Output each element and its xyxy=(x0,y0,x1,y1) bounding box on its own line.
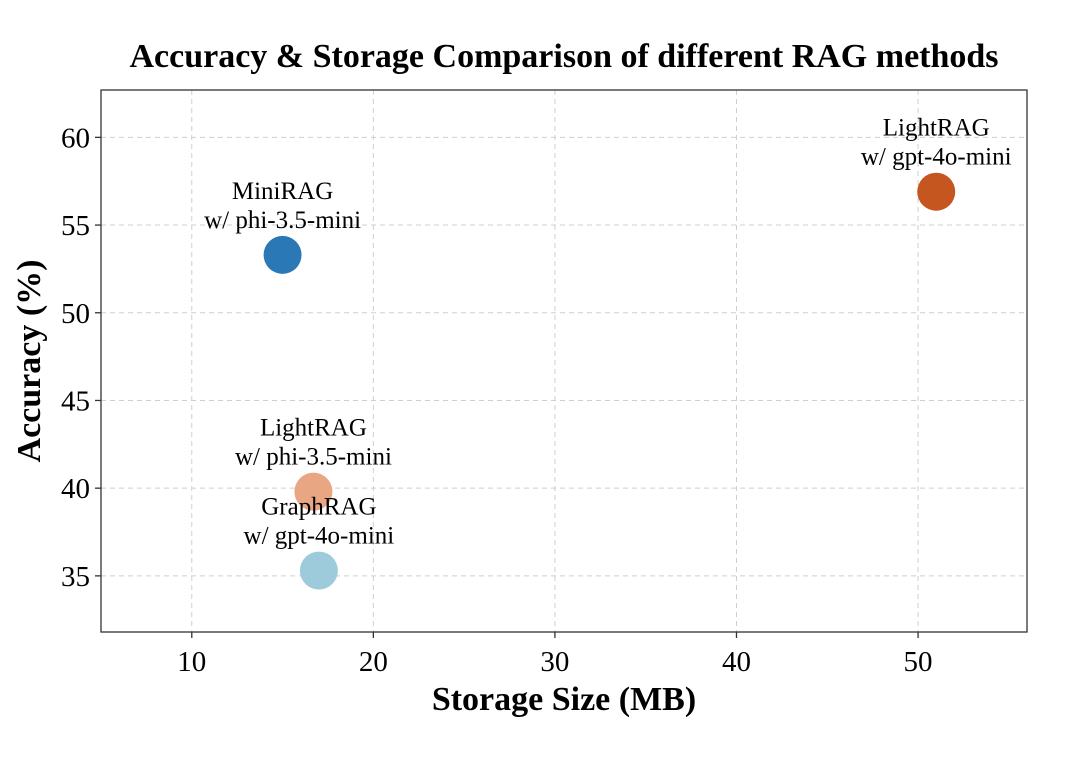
data-point xyxy=(294,472,333,511)
point-label-model: w/ gpt-4o-mini xyxy=(244,523,395,550)
grid-lines xyxy=(101,90,1027,632)
x-tick-label: 40 xyxy=(722,646,751,678)
y-tick-label: 45 xyxy=(61,385,90,417)
y-axis-label: Accuracy (%) xyxy=(11,260,48,463)
data-point xyxy=(299,551,338,590)
axis-ticks: 10 20 30 40 50 35 40 45 50 55 60 xyxy=(61,122,933,678)
y-tick-label: 40 xyxy=(61,473,90,505)
y-tick-label: 55 xyxy=(61,210,90,242)
y-tick-label: 60 xyxy=(61,122,90,154)
x-tick-label: 30 xyxy=(540,646,569,678)
point-label-method: LightRAG xyxy=(260,415,367,442)
x-tick-label: 50 xyxy=(904,646,933,678)
point-label-model: w/ gpt-4o-mini xyxy=(861,144,1012,171)
data-point xyxy=(917,172,956,211)
y-tick-label: 50 xyxy=(61,298,90,330)
plot-frame xyxy=(100,89,1028,633)
x-tick-label: 20 xyxy=(359,646,388,678)
point-label-method: LightRAG xyxy=(883,115,990,142)
point-label-model: w/ phi-3.5-mini xyxy=(235,444,392,471)
data-point xyxy=(263,235,302,274)
chart-title: Accuracy & Storage Comparison of differe… xyxy=(129,38,998,75)
y-tick-label: 35 xyxy=(61,561,90,593)
point-label-method: GraphRAG xyxy=(261,494,376,521)
x-tick-label: 10 xyxy=(177,646,206,678)
point-label-method: MiniRAG xyxy=(232,178,333,205)
point-label-model: w/ phi-3.5-mini xyxy=(204,207,361,234)
x-axis-label: Storage Size (MB) xyxy=(432,681,696,718)
